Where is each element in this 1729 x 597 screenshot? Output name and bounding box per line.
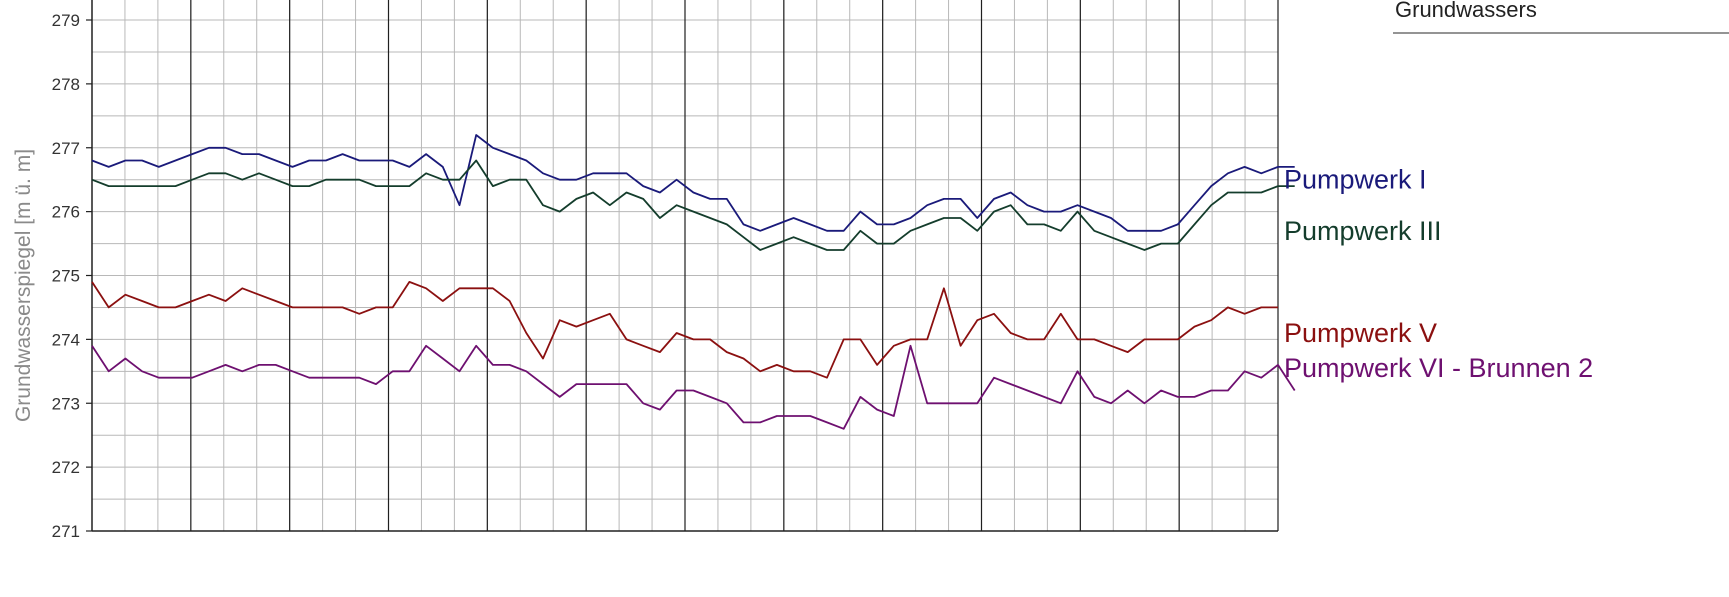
y-tick-label: 276 — [52, 203, 80, 222]
axes — [86, 0, 1279, 532]
series-label: Pumpwerk VI - Brunnen 2 — [1284, 353, 1593, 383]
series-label: Pumpwerk III — [1284, 216, 1442, 246]
y-tick-label: 275 — [52, 267, 80, 286]
y-tick-label: 279 — [52, 11, 80, 30]
series-label: Pumpwerk I — [1284, 165, 1427, 195]
y-tick-label: 272 — [52, 458, 80, 477]
y-tick-label: 271 — [52, 522, 80, 541]
series-labels: Pumpwerk I Pumpwerk III Pumpwerk V Pumpwerk… — [1284, 165, 1593, 383]
y-tick-label: 277 — [52, 139, 80, 158]
y-axis-label: Grundwasserspiegel [m ü. m] — [12, 149, 35, 422]
series-line — [91, 159, 1295, 251]
series-line — [91, 280, 1278, 379]
series-line — [91, 134, 1295, 232]
y-tick-labels: 271 272 273 274 275 276 277 278 279 — [52, 11, 80, 541]
series-line — [91, 344, 1296, 430]
major-grid — [190, 0, 1180, 531]
y-tick-label: 274 — [52, 330, 80, 349]
y-tick-label: 278 — [52, 75, 80, 94]
series-label: Pumpwerk V — [1284, 318, 1437, 348]
series-lines — [91, 134, 1296, 430]
chart-title: Grundwassers — [1395, 0, 1537, 22]
y-tick-label: 273 — [52, 394, 80, 413]
